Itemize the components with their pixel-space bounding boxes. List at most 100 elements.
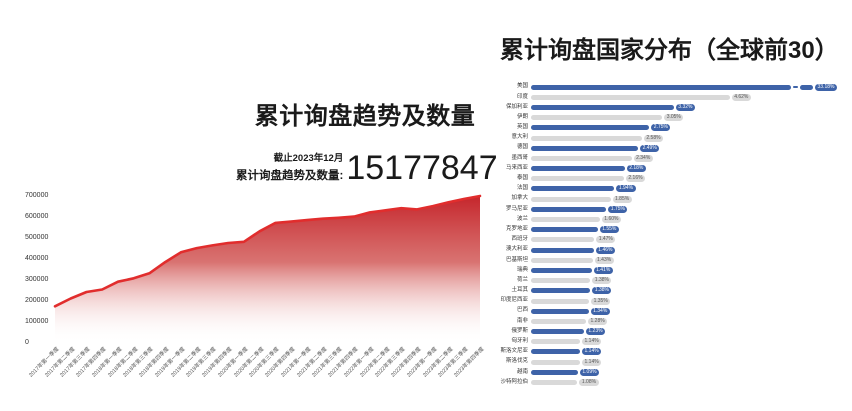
country-value-pill: 1.60% <box>601 216 621 224</box>
y-tick-label: 0 <box>25 339 29 346</box>
country-label: 荷兰 <box>516 276 528 283</box>
y-tick-label: 100000 <box>25 318 49 325</box>
country-value-pill: 1.34% <box>590 307 610 315</box>
country-bar <box>531 104 674 110</box>
country-label: 英国 <box>516 124 528 131</box>
country-value-pill: 1.38% <box>592 277 612 285</box>
country-label: 保加利亚 <box>505 103 528 110</box>
trend-annotation: 截止2023年12月 累计询盘趋势及数量: 15177847 <box>236 150 498 185</box>
country-bar-row: 印度尼西亚 1.35% <box>495 296 852 306</box>
country-value-pill: 33.18% <box>815 83 837 91</box>
country-value-pill: 1.55% <box>599 226 619 234</box>
country-value-pill: 1.35% <box>591 297 611 305</box>
country-bar <box>531 257 593 263</box>
country-bar-row: 德国 2.49% <box>495 143 852 153</box>
country-label: 巴西 <box>516 307 528 314</box>
country-bar <box>531 166 625 172</box>
country-label: 墨西哥 <box>511 154 528 161</box>
country-bar-row: 俄罗斯 1.23% <box>495 327 852 337</box>
country-value-pill: 2.58% <box>643 134 664 142</box>
country-bar <box>531 298 590 304</box>
country-label: 南非 <box>516 317 528 324</box>
country-bar <box>531 329 584 335</box>
country-bar <box>531 125 650 131</box>
country-bar-row: 越南 1.09% <box>495 367 852 377</box>
country-bar <box>531 278 591 284</box>
area-chart <box>53 194 482 343</box>
country-label: 克罗地亚 <box>505 225 528 232</box>
country-bar-row: 巴基斯坦 1.43% <box>495 255 852 265</box>
country-label: 美国 <box>516 83 528 90</box>
country-label: 伊朗 <box>516 113 528 120</box>
country-bar <box>531 115 663 121</box>
country-value-pill: 1.94% <box>616 185 636 193</box>
country-bar-row: 沙特阿拉伯 1.08% <box>495 377 852 387</box>
country-bar-row: 斯洛文尼亚 1.14% <box>495 347 852 357</box>
country-bar-row: 伊朗 3.05% <box>495 113 852 123</box>
country-value-pill: 2.75% <box>651 124 671 132</box>
country-bar-row: 墨西哥 2.34% <box>495 153 852 163</box>
country-value-pill: 2.49% <box>640 144 660 152</box>
country-bar <box>531 206 607 212</box>
y-tick-label: 700000 <box>25 192 49 199</box>
area-series-fill <box>55 196 480 343</box>
country-bar-row: 保加利亚 3.32% <box>495 102 852 112</box>
country-value-pill: 1.09% <box>579 368 600 376</box>
country-label: 俄罗斯 <box>511 327 528 334</box>
y-tick-label: 500000 <box>25 234 49 241</box>
country-bar-row: 巴西 1.34% <box>495 306 852 316</box>
country-label: 泰国 <box>516 175 528 182</box>
country-bar <box>531 380 578 386</box>
country-bar-row: 斯洛伐克 1.14% <box>495 357 852 367</box>
country-label: 西班牙 <box>511 236 528 243</box>
country-value-pill: 2.16% <box>625 175 646 183</box>
country-bar <box>531 145 639 151</box>
country-value-pill: 1.23% <box>585 328 606 336</box>
country-bar-segment <box>800 84 813 90</box>
country-value-pill: 1.85% <box>612 195 632 203</box>
country-bar-row: 澳大利亚 1.46% <box>495 245 852 255</box>
country-bar <box>531 288 591 294</box>
country-bar-row: 瑞典 1.41% <box>495 265 852 275</box>
country-label: 印度 <box>516 93 528 100</box>
y-tick-label: 200000 <box>25 297 49 304</box>
country-label: 斯洛文尼亚 <box>500 348 528 355</box>
country-bar <box>531 247 594 253</box>
trend-chart-panel: 累计询盘趋势及数量 截止2023年12月 累计询盘趋势及数量: 15177847… <box>25 103 498 379</box>
country-label: 越南 <box>516 368 528 375</box>
country-bar <box>531 237 595 243</box>
country-bar-row: 罗马尼亚 1.75% <box>495 204 852 214</box>
country-bar <box>531 186 615 192</box>
country-bar-row: 印度 4.62% <box>495 92 852 102</box>
y-tick-label: 600000 <box>25 213 49 220</box>
axis-break-dash <box>793 86 798 89</box>
country-value-pill: 1.41% <box>593 266 613 274</box>
country-bar <box>531 94 730 100</box>
country-value-pill: 2.18% <box>626 165 646 173</box>
country-bar-row: 土耳其 1.38% <box>495 286 852 296</box>
country-bar-row: 加拿大 1.85% <box>495 194 852 204</box>
country-bar-row: 泰国 2.16% <box>495 174 852 184</box>
country-bar-row: 南非 1.28% <box>495 316 852 326</box>
trend-annotation-labels: 截止2023年12月 累计询盘趋势及数量: <box>236 150 343 184</box>
country-bar-segment <box>531 84 791 90</box>
country-label: 斯洛伐克 <box>505 358 528 365</box>
country-value-pill: 1.14% <box>582 338 602 346</box>
area-series-line <box>53 194 482 308</box>
country-bar <box>531 318 586 324</box>
country-bar-row: 美国 33.18% <box>495 82 852 92</box>
trend-chart-title: 累计询盘趋势及数量 <box>254 103 476 130</box>
country-label: 瑞典 <box>516 266 528 273</box>
country-bar <box>531 135 642 141</box>
country-label: 波兰 <box>516 215 528 222</box>
total-count-label: 累计询盘趋势及数量: <box>236 170 344 182</box>
country-bar-row: 荷兰 1.38% <box>495 276 852 286</box>
country-bar-row: 西班牙 1.47% <box>495 235 852 245</box>
country-label: 法国 <box>516 185 528 192</box>
country-bars: 美国 33.18% 印度 4.62% 保加利亚 3.32% 伊朗 3.05% 英国 2.75% 意大… <box>495 82 852 388</box>
country-value-pill: 1.14% <box>582 348 602 356</box>
country-value-pill: 3.32% <box>675 103 695 111</box>
country-label: 巴基斯坦 <box>505 256 528 263</box>
country-bar-row: 克罗地亚 1.55% <box>495 225 852 235</box>
